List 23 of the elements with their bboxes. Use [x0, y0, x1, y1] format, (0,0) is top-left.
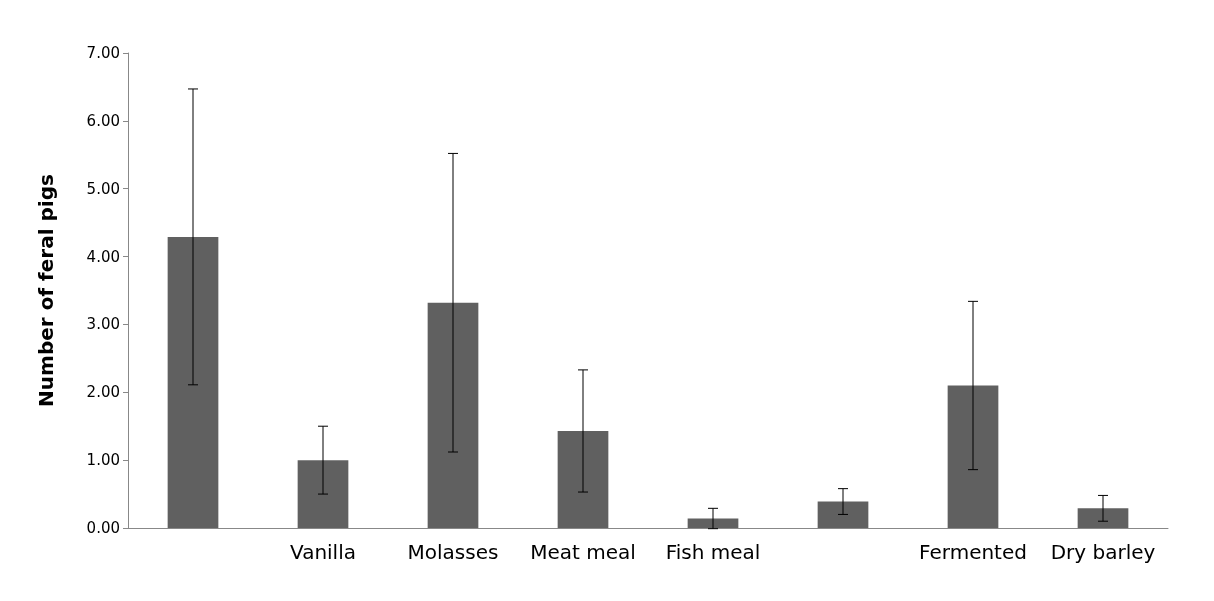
- y-tick-label: 3.00: [86, 315, 120, 334]
- bar: [167, 236, 219, 528]
- y-axis-title: Number of feral pigs: [34, 174, 58, 407]
- bar: [1077, 508, 1129, 528]
- y-tick-label: 7.00: [86, 44, 120, 62]
- x-tick-label: Fermented: [919, 540, 1027, 564]
- x-tick-label: Molasses: [407, 540, 499, 564]
- y-tick-label: 6.00: [86, 111, 120, 130]
- x-tick-label: Vanilla: [290, 540, 356, 564]
- bar: [557, 430, 609, 528]
- y-tick-label: 2.00: [86, 383, 120, 402]
- y-tick-label: 0.00: [86, 519, 120, 537]
- bar: [947, 385, 999, 528]
- y-tick-label: 5.00: [86, 179, 120, 198]
- x-tick-label: Meat meal: [530, 540, 636, 564]
- y-tick-label: 4.00: [86, 247, 120, 266]
- bar: [427, 302, 479, 528]
- x-tick-label: Fish meal: [665, 540, 761, 564]
- y-tick-label: 1.00: [86, 451, 120, 470]
- x-tick-label: Dry barley: [1050, 540, 1156, 564]
- bar: [297, 460, 349, 528]
- bar: [817, 501, 869, 528]
- bar: [687, 518, 739, 528]
